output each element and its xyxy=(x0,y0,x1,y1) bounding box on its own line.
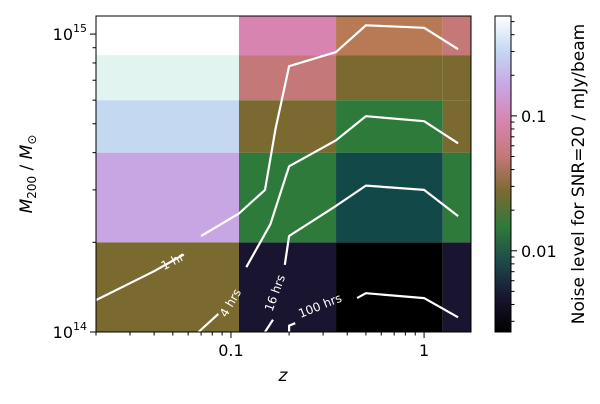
colorbar-tick-label: 0.01 xyxy=(521,242,557,261)
x-axis-label: z xyxy=(278,366,289,386)
x-axis-ticks: 0.1 1 xyxy=(95,332,429,360)
contour-line xyxy=(264,319,274,333)
heatmap-cell xyxy=(442,100,471,153)
heatmap-cell xyxy=(442,242,471,332)
contour-line xyxy=(288,322,296,332)
heatmap-cell xyxy=(96,55,239,101)
heatmap-cell xyxy=(96,152,239,243)
plot-frame xyxy=(95,15,472,333)
contour-line xyxy=(283,184,459,266)
heatmap-cell xyxy=(96,16,239,56)
heatmap-cell xyxy=(336,152,443,243)
heatmap-cell xyxy=(336,55,443,101)
heatmap-cell xyxy=(238,152,337,243)
x-tick-label: 1 xyxy=(419,341,429,360)
contour-line xyxy=(200,24,459,237)
contour-line xyxy=(197,313,220,333)
contour-line xyxy=(95,253,185,302)
heatmap-cell xyxy=(442,152,471,243)
heatmap-cell xyxy=(336,242,443,332)
y-tick-label: 1014 xyxy=(53,320,87,342)
y-axis-ticks: 1014 1015 xyxy=(53,22,96,342)
svg-text:M200 / M⊙: M200 / M⊙ xyxy=(17,135,39,214)
heatmap-cell xyxy=(238,242,337,332)
heatmap-cell xyxy=(238,16,337,56)
colorbar-tick-label: 0.1 xyxy=(521,107,546,126)
contour-line xyxy=(245,115,459,268)
contour-line xyxy=(356,292,459,319)
colorbar xyxy=(494,15,512,333)
colorbar-label: Noise level for SNR=20 / mJy/beam xyxy=(569,24,589,325)
colorbar-gradient xyxy=(494,15,512,333)
heatmap-cell xyxy=(336,16,443,56)
heatmap-cell xyxy=(238,100,337,153)
y-tick-label: 1015 xyxy=(53,22,87,44)
heatmap-cell xyxy=(442,55,471,101)
x-tick-label: 0.1 xyxy=(218,341,243,360)
heatmap-cell xyxy=(96,100,239,153)
heatmap-cells xyxy=(96,16,471,332)
y-axis-label: M200 / M⊙ xyxy=(17,135,39,214)
colorbar-ticks: 0.01 0.1 xyxy=(511,21,557,322)
